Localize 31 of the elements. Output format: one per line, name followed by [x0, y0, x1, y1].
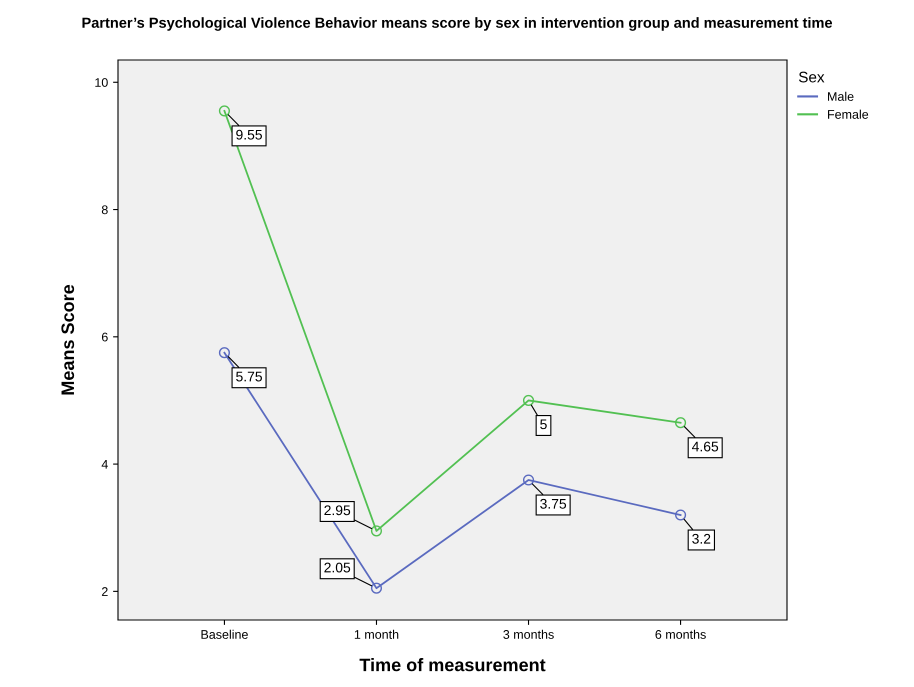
point — [218, 105, 230, 116]
data-label: 2.05 — [324, 562, 350, 572]
x-tick-label: 6 months — [655, 630, 706, 639]
x-tick-label: 3 months — [503, 630, 554, 639]
y-tick-label: 10 — [95, 78, 108, 87]
x-axis-title: Time of measurement — [360, 658, 546, 672]
point — [522, 474, 534, 486]
y-tick-label: 4 — [102, 460, 108, 469]
data-label: 5 — [540, 419, 547, 430]
data-label: 5.75 — [236, 372, 262, 382]
chart-title: Partner’s Psychological Violence Behavior means score by sex in intervention group and measurement time — [82, 17, 832, 31]
data-label: 4.65 — [692, 442, 718, 452]
legend-label: Female — [828, 110, 868, 119]
point — [675, 509, 686, 521]
y-tick-label: 6 — [102, 332, 108, 342]
legend-label: Male — [828, 92, 854, 101]
x-tick-label: Baseline — [201, 630, 248, 639]
data-label: 2.95 — [324, 505, 350, 516]
point — [218, 347, 230, 358]
y-axis-title: Means Score — [61, 284, 74, 394]
data-label: 3.75 — [540, 498, 566, 509]
data-label: 9.55 — [236, 130, 262, 140]
y-tick-label: 2 — [102, 587, 108, 596]
point — [370, 582, 382, 594]
point — [370, 525, 382, 536]
point — [522, 394, 534, 406]
y-tick-label: 8 — [102, 205, 108, 214]
data-label: 3.2 — [692, 534, 710, 544]
x-tick-label: 1 month — [354, 630, 398, 639]
legend-title: Sex — [798, 72, 824, 82]
point — [675, 417, 686, 428]
